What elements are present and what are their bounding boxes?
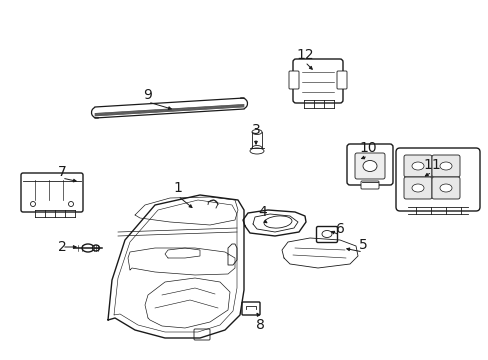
Text: 5: 5 xyxy=(358,238,366,252)
Ellipse shape xyxy=(362,161,376,171)
FancyBboxPatch shape xyxy=(242,302,260,315)
FancyBboxPatch shape xyxy=(194,329,209,340)
FancyBboxPatch shape xyxy=(336,71,346,89)
Ellipse shape xyxy=(249,148,264,154)
FancyBboxPatch shape xyxy=(316,226,337,243)
FancyBboxPatch shape xyxy=(354,153,384,179)
FancyBboxPatch shape xyxy=(292,59,342,103)
Ellipse shape xyxy=(92,245,99,251)
FancyBboxPatch shape xyxy=(346,144,392,185)
FancyBboxPatch shape xyxy=(431,177,459,199)
FancyBboxPatch shape xyxy=(431,155,459,177)
FancyBboxPatch shape xyxy=(21,173,83,212)
Text: 12: 12 xyxy=(296,48,313,62)
Text: 11: 11 xyxy=(422,158,440,172)
Ellipse shape xyxy=(30,202,36,207)
Ellipse shape xyxy=(321,230,331,238)
Text: 9: 9 xyxy=(143,88,152,102)
Text: 4: 4 xyxy=(258,205,267,219)
Ellipse shape xyxy=(82,244,94,252)
Text: 2: 2 xyxy=(58,240,66,254)
Ellipse shape xyxy=(439,184,451,192)
Text: 3: 3 xyxy=(251,123,260,137)
Ellipse shape xyxy=(411,162,423,170)
Ellipse shape xyxy=(264,216,291,228)
Ellipse shape xyxy=(68,202,73,207)
Text: 7: 7 xyxy=(58,165,66,179)
Ellipse shape xyxy=(251,130,262,135)
Ellipse shape xyxy=(251,145,262,150)
FancyBboxPatch shape xyxy=(403,155,431,177)
Ellipse shape xyxy=(411,184,423,192)
FancyBboxPatch shape xyxy=(395,148,479,211)
Text: 1: 1 xyxy=(173,181,182,195)
Text: 6: 6 xyxy=(335,222,344,236)
FancyBboxPatch shape xyxy=(288,71,298,89)
FancyBboxPatch shape xyxy=(360,181,378,189)
Text: 10: 10 xyxy=(359,141,376,155)
FancyBboxPatch shape xyxy=(403,177,431,199)
Ellipse shape xyxy=(439,162,451,170)
Text: 8: 8 xyxy=(255,318,264,332)
